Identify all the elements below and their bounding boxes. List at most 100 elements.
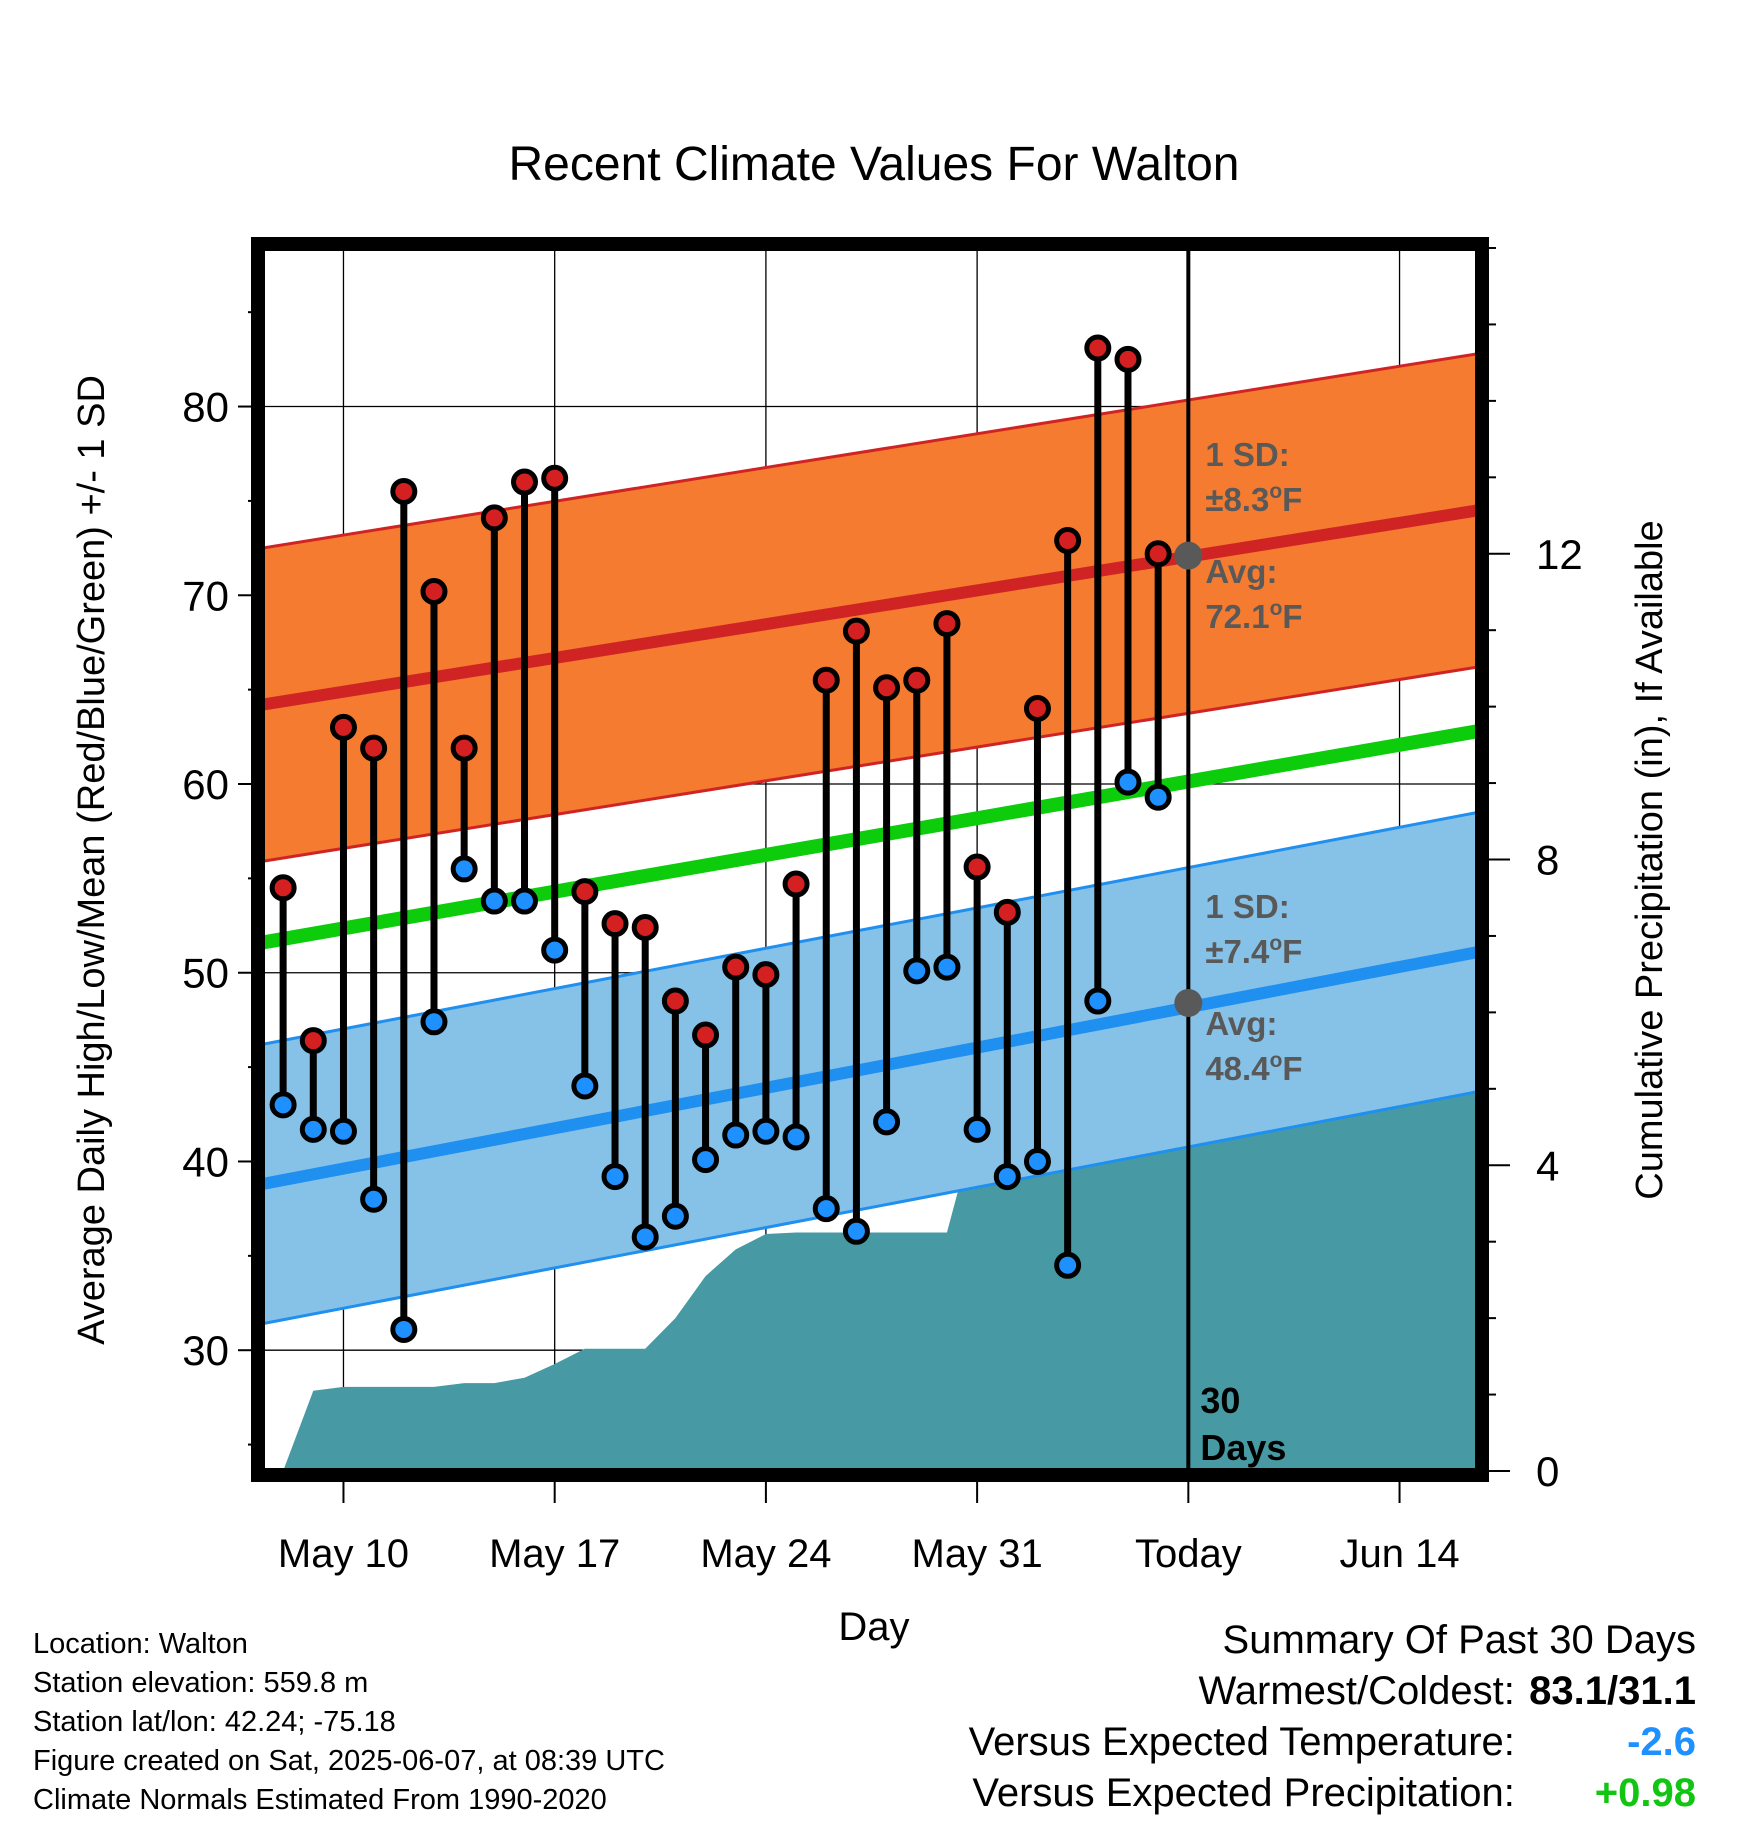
y-tick-label: 60 (182, 761, 229, 808)
daily-low-marker (329, 1117, 357, 1145)
location-text: Location: Walton (33, 1628, 248, 1660)
daily-low-marker (903, 957, 931, 985)
daily-low-marker (1144, 783, 1172, 811)
x-tick-label: May 31 (912, 1532, 1043, 1576)
daily-high-marker (692, 1021, 720, 1049)
summary-warmest-row: Warmest/Coldest: 83.1/31.1 (969, 1666, 1697, 1717)
y-tick-label: 70 (182, 572, 229, 619)
x-axis-label: Day (838, 1605, 909, 1649)
daily-low-marker (1084, 987, 1112, 1015)
daily-high-marker (541, 464, 569, 492)
daily-low-marker (601, 1163, 629, 1191)
daily-high-marker (873, 674, 901, 702)
x-tick-label: Today (1135, 1532, 1242, 1576)
daily-high-marker (360, 734, 388, 762)
temp-value: -2.6 (1627, 1720, 1696, 1764)
daily-low-marker (1114, 768, 1142, 796)
daily-high-marker (782, 870, 810, 898)
precip-value: +0.98 (1594, 1771, 1696, 1815)
daily-low-marker (420, 1008, 448, 1036)
summary-precip-row: Versus Expected Precipitation: +0.98 (969, 1768, 1696, 1819)
daily-low-marker (933, 953, 961, 981)
daily-high-marker (1054, 527, 1082, 555)
axes: 30 40 50 60 70 80 0 4 8 12 May 10 May 17 May 24 May 3… (71, 237, 1671, 1649)
today-days-label: Days (1200, 1427, 1286, 1468)
daily-high-marker (722, 953, 750, 981)
daily-high-marker (329, 713, 357, 741)
daily-high-marker (1084, 334, 1112, 362)
daily-low-marker (480, 887, 508, 915)
daily-low-marker (752, 1117, 780, 1145)
y-axis-label: Average Daily High/Low/Mean (Red/Blue/Gr… (71, 375, 113, 1345)
high-annotation-sd-value: ±8.3oF (1205, 480, 1302, 518)
low-sd-band-lower-edge (262, 1090, 1478, 1326)
warmest-value: 83.1/31.1 (1529, 1669, 1696, 1713)
normals-text: Climate Normals Estimated From 1990-2020 (33, 1784, 607, 1816)
low-annotation-avg-label: Avg: (1205, 1005, 1277, 1042)
daily-high-marker (631, 913, 659, 941)
y2-tick-label: 8 (1536, 837, 1559, 884)
latlon-text: Station lat/lon: 42.24; -75.18 (33, 1706, 396, 1738)
chart-title: Recent Climate Values For Walton (509, 138, 1240, 191)
daily-low-marker (873, 1108, 901, 1136)
summary-temp-row: Versus Expected Temperature: -2.6 (969, 1717, 1696, 1768)
daily-low-marker (963, 1115, 991, 1143)
low-annotation-sd-value: ±7.4oF (1205, 932, 1302, 970)
summary-title: Summary Of Past 30 Days (1222, 1618, 1696, 1662)
summary-panel: Summary Of Past 30 Days Warmest/Coldest:… (969, 1615, 1696, 1819)
high-annotation-sd-label: 1 SD: (1205, 436, 1289, 473)
normal-high-line (262, 504, 1478, 711)
warmest-label: Warmest/Coldest: (1198, 1669, 1515, 1713)
created-text: Figure created on Sat, 2025-06-07, at 08… (33, 1745, 665, 1777)
daily-high-marker (269, 874, 297, 902)
daily-low-marker (1023, 1147, 1051, 1175)
y-tick-label: 80 (182, 384, 229, 431)
daily-high-marker (1114, 345, 1142, 373)
daily-low-marker (390, 1315, 418, 1343)
daily-high-marker (571, 878, 599, 906)
daily-high-marker (963, 853, 991, 881)
daily-high-marker (1144, 540, 1172, 568)
daily-low-marker (782, 1123, 810, 1151)
daily-high-marker (812, 666, 840, 694)
daily-low-marker (812, 1195, 840, 1223)
daily-low-marker (661, 1202, 689, 1230)
y-tick-label: 30 (182, 1327, 229, 1374)
x-tick-label: May 24 (700, 1532, 831, 1576)
normal-low-line (262, 946, 1478, 1191)
daily-low-marker (631, 1223, 659, 1251)
y-tick-label: 50 (182, 950, 229, 997)
daily-high-marker (450, 734, 478, 762)
plot-area: 1 SD: ±8.3oF Avg: 72.1oF 1 SD: ±7.4oF Avg: 48.4… (262, 248, 1478, 1471)
daily-low-marker (541, 936, 569, 964)
station-info: Location: Walton Station elevation: 559.… (33, 1625, 665, 1820)
today-avg-high-dot (1174, 541, 1203, 570)
daily-high-marker (903, 666, 931, 694)
daily-high-marker (480, 504, 508, 532)
daily-high-marker (390, 477, 418, 505)
y2-tick-label: 4 (1536, 1142, 1559, 1189)
low-sd-band-upper-edge (262, 810, 1478, 1046)
y2-axis-label: Cumulative Precipitation (in), If Availa… (1629, 520, 1671, 1199)
daily-high-marker (299, 1027, 327, 1055)
low-annotation-avg-value: 48.4oF (1205, 1049, 1302, 1087)
daily-high-marker (933, 610, 961, 638)
daily-high-marker (752, 961, 780, 989)
high-annotation-avg-value: 72.1oF (1205, 597, 1302, 635)
daily-low-marker (511, 887, 539, 915)
daily-high-marker (661, 987, 689, 1015)
daily-low-marker (571, 1072, 599, 1100)
precip-label: Versus Expected Precipitation: (972, 1771, 1515, 1815)
daily-high-marker (993, 898, 1021, 926)
daily-high-marker (601, 910, 629, 938)
low-annotation-sd-label: 1 SD: (1205, 888, 1289, 925)
daily-low-marker (269, 1091, 297, 1119)
high-sd-band-upper-edge (262, 352, 1478, 550)
x-tick-label: Jun 14 (1339, 1532, 1459, 1576)
high-annotation-avg-label: Avg: (1205, 553, 1277, 590)
daily-low-marker (842, 1217, 870, 1245)
x-tick-label: May 17 (489, 1532, 620, 1576)
daily-high-marker (511, 468, 539, 496)
today-days-count: 30 (1200, 1380, 1240, 1421)
